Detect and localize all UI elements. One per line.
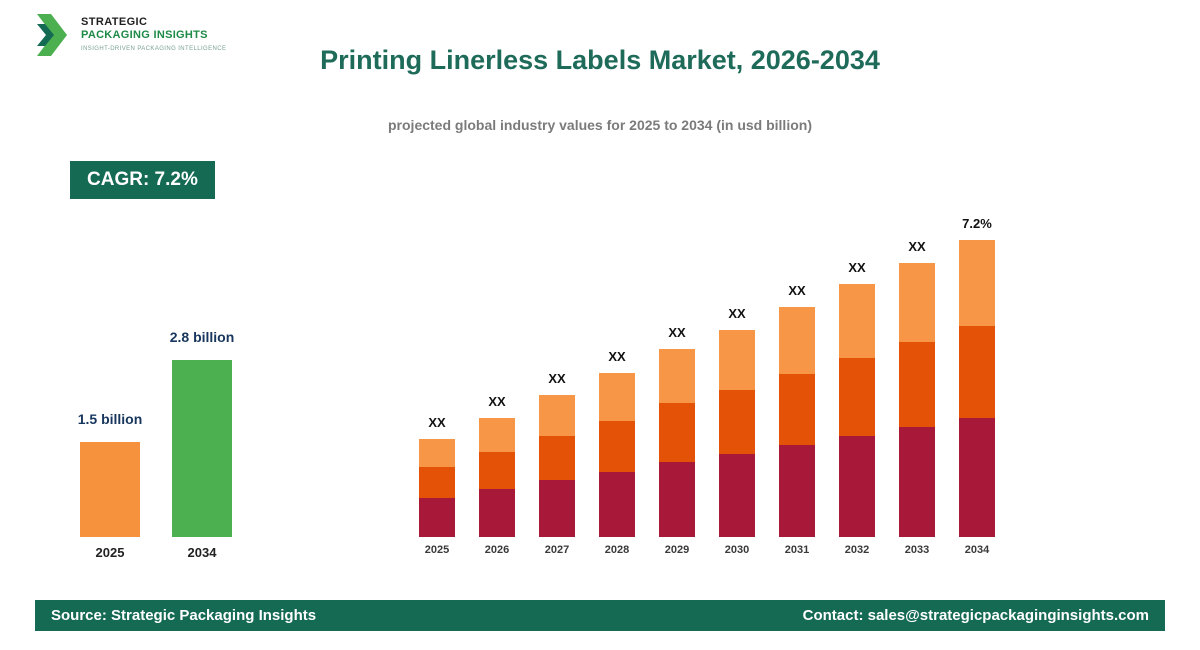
logo-name-line1: STRATEGIC: [81, 16, 148, 28]
value-label: 2.8 billion: [169, 329, 235, 345]
bar-segment: [599, 471, 635, 537]
year-label: 2034: [187, 545, 217, 560]
bar-value-label: XX: [428, 415, 446, 431]
contact-text: Contact: sales@strategicpackaginginsight…: [802, 607, 1149, 624]
stacked-bar-group: XX 2033: [899, 200, 935, 556]
bar-segment: [479, 489, 515, 537]
bar-value-label: 7.2%: [962, 216, 992, 232]
bar-segment: [539, 435, 575, 480]
bar-segment: [599, 373, 635, 421]
logo: STRATEGIC PACKAGING INSIGHTS INSIGHT-DRI…: [35, 12, 226, 58]
bar-segment: [479, 452, 515, 490]
bar-value-label: XX: [908, 238, 926, 254]
stacked-bar-chart: XX 2025 XX 2026 XX 2027 XX 2028 XX 2029 XX 2030 XX 20…: [419, 200, 995, 556]
bar-segment: [959, 240, 995, 327]
footer-bar: Source: Strategic Packaging Insights Con…: [35, 600, 1165, 631]
bar-segment: [839, 284, 875, 358]
stacked-bar-group: XX 2032: [839, 200, 875, 556]
comparison-bar-chart: 1.5 billion 2025 2.8 billion 2034: [77, 300, 235, 560]
bar-segment: [659, 403, 695, 462]
bar-segment: [539, 394, 575, 436]
bar-segment: [839, 436, 875, 537]
bar-value-label: XX: [788, 283, 806, 299]
logo-tagline: INSIGHT-DRIVEN PACKAGING INTELLIGENCE: [81, 46, 227, 52]
bar-segment: [899, 342, 935, 428]
year-label: 2026: [484, 544, 510, 556]
source-text: Source: Strategic Packaging Insights: [51, 607, 317, 624]
bar-segment: [719, 390, 755, 455]
bar-segment: [479, 417, 515, 453]
year-label: 2031: [784, 544, 810, 556]
cagr-badge: CAGR: 7.2%: [70, 161, 215, 199]
bar-segment: [599, 420, 635, 472]
bar-segment: [899, 427, 935, 537]
bar-segment: [899, 262, 935, 343]
comparison-bar-group: 1.5 billion 2025: [77, 300, 143, 560]
year-label: 2034: [964, 544, 990, 556]
bar-segment: [719, 454, 755, 537]
bar-segment: [719, 330, 755, 391]
page-title: Printing Linerless Labels Market, 2026-2…: [320, 45, 880, 75]
logo-name-line2: PACKAGING INSIGHTS: [81, 29, 208, 41]
stacked-bar-group: XX 2029: [659, 200, 695, 556]
bar-value-label: XX: [548, 370, 566, 386]
bar-segment: [959, 326, 995, 419]
year-label: 2025: [95, 545, 125, 560]
bar-segment: [959, 418, 995, 537]
bar-value-label: XX: [608, 349, 626, 365]
bar-value-label: XX: [728, 306, 746, 322]
bar-2025: [80, 442, 140, 537]
value-label: 1.5 billion: [77, 411, 143, 427]
bar-2034: [172, 360, 232, 537]
bar-segment: [659, 348, 695, 404]
bar-segment: [539, 480, 575, 537]
stacked-bar-group: XX 2025: [419, 200, 455, 556]
year-label: 2028: [604, 544, 630, 556]
year-label: 2025: [424, 544, 450, 556]
stacked-bar-group: XX 2028: [599, 200, 635, 556]
bar-value-label: XX: [488, 393, 506, 409]
year-label: 2032: [844, 544, 870, 556]
bar-segment: [419, 497, 455, 537]
logo-text: STRATEGIC PACKAGING INSIGHTS INSIGHT-DRI…: [81, 12, 226, 52]
logo-chevron-icon: [37, 14, 67, 56]
stacked-bar-group: XX 2030: [719, 200, 755, 556]
bar-segment: [839, 357, 875, 436]
year-label: 2027: [544, 544, 570, 556]
year-label: 2029: [664, 544, 690, 556]
page-subtitle: projected global industry values for 202…: [388, 117, 812, 133]
year-label: 2030: [724, 544, 750, 556]
bar-value-label: XX: [848, 260, 866, 276]
bar-value-label: XX: [668, 324, 686, 340]
bar-segment: [659, 461, 695, 537]
bar-segment: [779, 307, 815, 374]
year-label: 2033: [904, 544, 930, 556]
bar-segment: [779, 373, 815, 446]
comparison-bar-group: 2.8 billion 2034: [169, 300, 235, 560]
bar-segment: [419, 467, 455, 498]
bar-segment: [779, 445, 815, 537]
stacked-bar-group: XX 2027: [539, 200, 575, 556]
bar-segment: [419, 439, 455, 468]
stacked-bar-group: XX 2026: [479, 200, 515, 556]
stacked-bar-group: 7.2% 2034: [959, 200, 995, 556]
stacked-bar-group: XX 2031: [779, 200, 815, 556]
